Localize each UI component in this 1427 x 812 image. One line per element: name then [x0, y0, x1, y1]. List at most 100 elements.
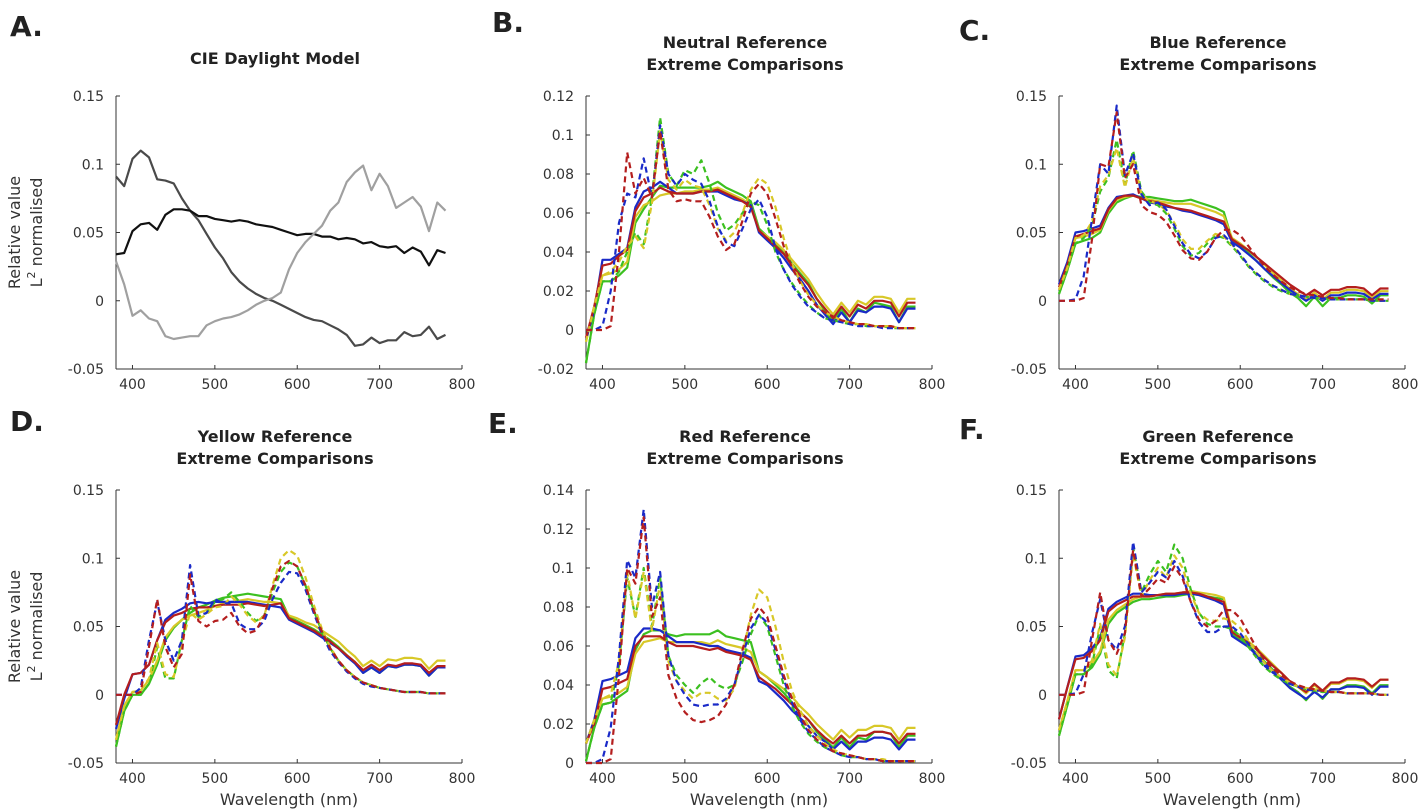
y-tick-label: -0.05 — [1011, 362, 1047, 378]
panel-b: B. Neutral Reference Extreme Comparisons 40… — [470, 0, 945, 400]
series-line — [115, 208, 446, 267]
x-tick-label: 500 — [1144, 771, 1171, 787]
y-tick-label: 0.05 — [73, 226, 104, 242]
y-tick-label: 0 — [95, 294, 104, 310]
panel-letter: B. — [492, 6, 524, 39]
series-line-dashed — [1059, 549, 1389, 696]
x-tick-label: 400 — [119, 377, 146, 393]
series-line — [1057, 589, 1389, 731]
y-axis-label: Relative value L2 normalised — [5, 570, 46, 683]
y-tick-label: 0.15 — [1016, 89, 1047, 105]
x-tick-label: 400 — [1062, 771, 1089, 787]
series-line — [584, 186, 916, 339]
x-tick-label: 600 — [754, 377, 781, 393]
panel-letter: F. — [959, 413, 985, 446]
chart-svg: Yellow Reference Extreme Comparisons 400 50… — [5, 427, 475, 809]
y-tick-label: -0.05 — [68, 362, 104, 378]
y-tick-label: 0.08 — [543, 600, 574, 616]
x-tick-label: 700 — [366, 377, 393, 393]
series-line-dashed — [586, 130, 916, 332]
y-tick-label: 0 — [1038, 294, 1047, 310]
y-axis-label-line1: Relative value — [5, 176, 24, 289]
x-tick-label: 800 — [919, 377, 946, 393]
y-tick-label: 0.1 — [1025, 551, 1047, 567]
x-axis-label: Wavelength (nm) — [690, 790, 828, 809]
chart-title: Extreme Comparisons — [646, 449, 843, 468]
x-tick-label: 600 — [284, 377, 311, 393]
series-line-dashed — [1059, 540, 1389, 696]
panel-letter: A. — [10, 10, 43, 43]
chart-title: CIE Daylight Model — [190, 49, 360, 68]
chart-svg: Neutral Reference Extreme Comparisons 400 5… — [538, 33, 946, 393]
x-tick-label: 400 — [119, 771, 146, 787]
panel-letter: C. — [959, 14, 991, 47]
y-tick-label: 0.04 — [543, 678, 574, 694]
series-line-dashed — [586, 508, 916, 765]
y-tick-label: 0.05 — [1016, 620, 1047, 636]
y-tick-label: 0.1 — [82, 551, 104, 567]
x-tick-label: 500 — [201, 771, 228, 787]
series-line — [584, 180, 916, 341]
series-line — [114, 164, 447, 341]
series-line-dashed — [586, 124, 916, 332]
chart-title: Extreme Comparisons — [646, 55, 843, 74]
series-line-dashed — [584, 116, 916, 364]
y-axis-label: Relative value L2 normalised — [5, 176, 46, 289]
chart-title: Extreme Comparisons — [1119, 55, 1316, 74]
y-tick-label: 0.15 — [73, 89, 104, 105]
y-tick-label: 0.02 — [543, 717, 574, 733]
y-axis-label-line2: L2 normalised — [25, 178, 46, 288]
x-tick-label: 800 — [1392, 771, 1419, 787]
y-tick-label: 0.02 — [543, 284, 574, 300]
x-tick-label: 700 — [836, 377, 863, 393]
series-line-dashed — [116, 559, 446, 696]
series-line — [584, 627, 916, 751]
series-line-dashed — [1057, 553, 1389, 731]
x-tick-label: 700 — [1309, 771, 1336, 787]
y-tick-label: 0.12 — [543, 89, 574, 105]
y-tick-label: -0.05 — [68, 756, 104, 772]
series-line — [115, 149, 446, 347]
chart-title: Extreme Comparisons — [176, 449, 373, 468]
series-line-dashed — [1059, 104, 1389, 302]
y-tick-label: 0.1 — [82, 157, 104, 173]
chart-title: Red Reference — [679, 427, 811, 446]
panel-a: A. CIE Daylight Model 400 500 600 700 800 -0.05… — [0, 0, 475, 400]
series-line — [584, 180, 916, 364]
y-tick-label: 0 — [1038, 688, 1047, 704]
y-tick-label: 0.08 — [543, 167, 574, 183]
x-tick-label: 600 — [754, 771, 781, 787]
y-tick-label: 0.05 — [1016, 226, 1047, 242]
y-tick-label: 0.14 — [543, 483, 574, 499]
panel-d: D. Yellow Reference Extreme Comparisons 400… — [0, 395, 475, 809]
panel-f: F. Green Reference Extreme Comparisons 400 5… — [943, 395, 1418, 809]
x-tick-label: 700 — [836, 771, 863, 787]
series-line-dashed — [114, 561, 446, 747]
x-tick-label: 600 — [1227, 771, 1254, 787]
series-line — [584, 637, 916, 744]
series-line-dashed — [584, 566, 916, 763]
x-axis-label: Wavelength (nm) — [1163, 790, 1301, 809]
y-tick-label: 0 — [565, 756, 574, 772]
series-line-dashed — [1059, 111, 1389, 302]
series-line — [1057, 591, 1389, 720]
chart-title: Blue Reference — [1150, 33, 1287, 52]
x-tick-label: 500 — [671, 771, 698, 787]
series-line — [114, 602, 446, 726]
x-tick-label: 600 — [1227, 377, 1254, 393]
y-tick-label: 0.05 — [73, 620, 104, 636]
x-tick-label: 400 — [589, 771, 616, 787]
x-axis-label: Wavelength (nm) — [220, 790, 358, 809]
y-tick-label: 0.1 — [552, 128, 574, 144]
chart-title: Extreme Comparisons — [1119, 449, 1316, 468]
y-tick-label: 0 — [95, 688, 104, 704]
y-tick-label: 0.1 — [1025, 157, 1047, 173]
chart-title: Green Reference — [1142, 427, 1293, 446]
x-tick-label: 500 — [1144, 377, 1171, 393]
x-tick-label: 500 — [201, 377, 228, 393]
y-tick-label: 0.15 — [1016, 483, 1047, 499]
series-line — [1057, 194, 1389, 297]
series-line-dashed — [584, 570, 916, 763]
chart-title: Neutral Reference — [663, 33, 828, 52]
panel-e: E. Red Reference Extreme Comparisons 400 500… — [470, 395, 945, 809]
